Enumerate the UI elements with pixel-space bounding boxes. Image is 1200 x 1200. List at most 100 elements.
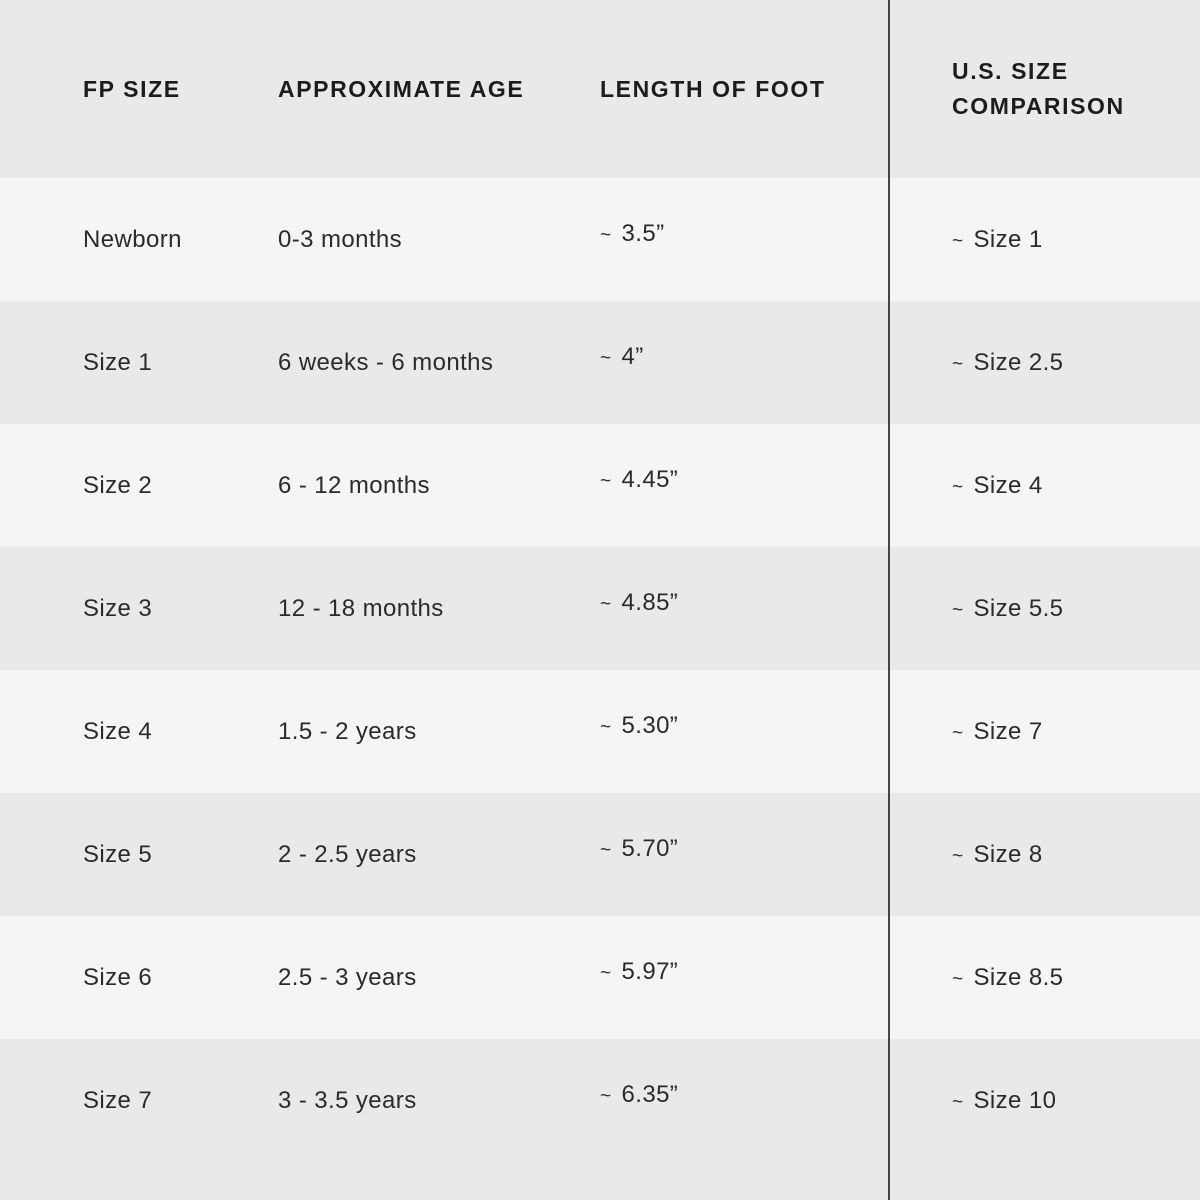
us-size-value: Size 7 (973, 717, 1043, 745)
age-value: 3 - 3.5 years (278, 1086, 417, 1114)
foot-length-cell: ~5.97” (600, 916, 888, 1039)
header-fp-size: FP SIZE (83, 0, 278, 178)
age-value: 2 - 2.5 years (278, 840, 417, 868)
us-size-value: Size 2.5 (973, 348, 1064, 376)
table-body: Newborn 0-3 months ~3.5” ~ Size 1 Size 1 … (0, 178, 1200, 1162)
foot-length-cell: ~3.5” (600, 178, 888, 301)
fp-size-cell: Size 7 (83, 1039, 278, 1162)
approx-tilde-icon: ~ (600, 593, 612, 615)
foot-length-value: 5.97” (621, 957, 679, 985)
age-cell: 1.5 - 2 years (278, 670, 600, 793)
foot-length-value: 4” (621, 342, 644, 370)
us-size-value: Size 1 (973, 225, 1043, 253)
approx-tilde-icon: ~ (600, 962, 612, 984)
approx-tilde-icon: ~ (952, 1091, 964, 1113)
foot-length-cell: ~5.70” (600, 793, 888, 916)
table-row: Size 6 2.5 - 3 years ~5.97” ~ Size 8.5 (0, 916, 1200, 1039)
age-value: 6 - 12 months (278, 471, 430, 499)
foot-length-value: 4.85” (621, 588, 679, 616)
foot-length-cell: ~4” (600, 301, 888, 424)
foot-length-cell: ~4.45” (600, 424, 888, 547)
age-cell: 6 - 12 months (278, 424, 600, 547)
fp-size-cell: Size 5 (83, 793, 278, 916)
us-size-value: Size 8 (973, 840, 1043, 868)
table-row: Size 7 3 - 3.5 years ~6.35” ~ Size 10 (0, 1039, 1200, 1162)
approx-tilde-icon: ~ (952, 845, 964, 867)
age-value: 1.5 - 2 years (278, 717, 417, 745)
approx-tilde-icon: ~ (600, 470, 612, 492)
table-row: Size 4 1.5 - 2 years ~5.30” ~ Size 7 (0, 670, 1200, 793)
fp-size-cell: Size 2 (83, 424, 278, 547)
age-value: 6 weeks - 6 months (278, 348, 494, 376)
fp-size-value: Size 3 (83, 594, 153, 622)
us-size-value: Size 5.5 (973, 594, 1064, 622)
age-cell: 2.5 - 3 years (278, 916, 600, 1039)
us-size-cell: ~ Size 8.5 (888, 916, 1200, 1039)
approx-tilde-icon: ~ (952, 476, 964, 498)
approx-tilde-icon: ~ (952, 230, 964, 252)
table-row: Size 1 6 weeks - 6 months ~4” ~ Size 2.5 (0, 301, 1200, 424)
header-length-of-foot-label: LENGTH OF FOOT (600, 75, 826, 102)
fp-size-value: Size 6 (83, 963, 153, 991)
fp-size-value: Newborn (83, 225, 182, 253)
divider-line-extension (888, 1162, 1200, 1200)
foot-length-cell: ~4.85” (600, 547, 888, 670)
age-value: 12 - 18 months (278, 594, 444, 622)
foot-length-value: 6.35” (621, 1080, 679, 1108)
header-approximate-age-label: APPROXIMATE AGE (278, 75, 525, 102)
foot-length-value: 5.70” (621, 834, 679, 862)
approx-tilde-icon: ~ (600, 839, 612, 861)
age-cell: 3 - 3.5 years (278, 1039, 600, 1162)
us-size-value: Size 4 (973, 471, 1043, 499)
table-row: Size 5 2 - 2.5 years ~5.70” ~ Size 8 (0, 793, 1200, 916)
fp-size-value: Size 2 (83, 471, 153, 499)
us-size-value: Size 10 (973, 1086, 1057, 1114)
header-us-size-comparison-label: U.S. SIZE COMPARISON (952, 58, 1125, 119)
us-size-cell: ~ Size 1 (888, 178, 1200, 301)
fp-size-cell: Size 6 (83, 916, 278, 1039)
age-cell: 0-3 months (278, 178, 600, 301)
header-approximate-age: APPROXIMATE AGE (278, 0, 600, 178)
fp-size-value: Size 1 (83, 348, 153, 376)
fp-size-cell: Size 4 (83, 670, 278, 793)
foot-length-value: 5.30” (621, 711, 679, 739)
us-size-cell: ~ Size 4 (888, 424, 1200, 547)
age-cell: 2 - 2.5 years (278, 793, 600, 916)
fp-size-value: Size 4 (83, 717, 153, 745)
table-row: Size 2 6 - 12 months ~4.45” ~ Size 4 (0, 424, 1200, 547)
bottom-filler-band (0, 1162, 1200, 1200)
us-size-cell: ~ Size 7 (888, 670, 1200, 793)
age-cell: 12 - 18 months (278, 547, 600, 670)
approx-tilde-icon: ~ (952, 968, 964, 990)
age-value: 0-3 months (278, 225, 403, 253)
table-row: Size 3 12 - 18 months ~4.85” ~ Size 5.5 (0, 547, 1200, 670)
us-size-value: Size 8.5 (973, 963, 1064, 991)
foot-length-value: 4.45” (621, 465, 679, 493)
foot-length-cell: ~5.30” (600, 670, 888, 793)
approx-tilde-icon: ~ (952, 722, 964, 744)
fp-size-value: Size 5 (83, 840, 153, 868)
age-value: 2.5 - 3 years (278, 963, 417, 991)
us-size-cell: ~ Size 5.5 (888, 547, 1200, 670)
header-fp-size-label: FP SIZE (83, 75, 181, 102)
approx-tilde-icon: ~ (600, 347, 612, 369)
approx-tilde-icon: ~ (600, 224, 612, 246)
header-us-size-comparison: U.S. SIZE COMPARISON (888, 0, 1200, 178)
foot-length-value: 3.5” (621, 219, 665, 247)
fp-size-cell: Size 3 (83, 547, 278, 670)
us-size-cell: ~ Size 8 (888, 793, 1200, 916)
us-size-cell: ~ Size 10 (888, 1039, 1200, 1162)
us-size-cell: ~ Size 2.5 (888, 301, 1200, 424)
fp-size-value: Size 7 (83, 1086, 153, 1114)
table-header-row: FP SIZE APPROXIMATE AGE LENGTH OF FOOT U… (0, 0, 1200, 178)
approx-tilde-icon: ~ (952, 353, 964, 375)
fp-size-cell: Newborn (83, 178, 278, 301)
age-cell: 6 weeks - 6 months (278, 301, 600, 424)
approx-tilde-icon: ~ (600, 1085, 612, 1107)
table-row: Newborn 0-3 months ~3.5” ~ Size 1 (0, 178, 1200, 301)
header-length-of-foot: LENGTH OF FOOT (600, 0, 888, 178)
fp-size-cell: Size 1 (83, 301, 278, 424)
approx-tilde-icon: ~ (600, 716, 612, 738)
approx-tilde-icon: ~ (952, 599, 964, 621)
